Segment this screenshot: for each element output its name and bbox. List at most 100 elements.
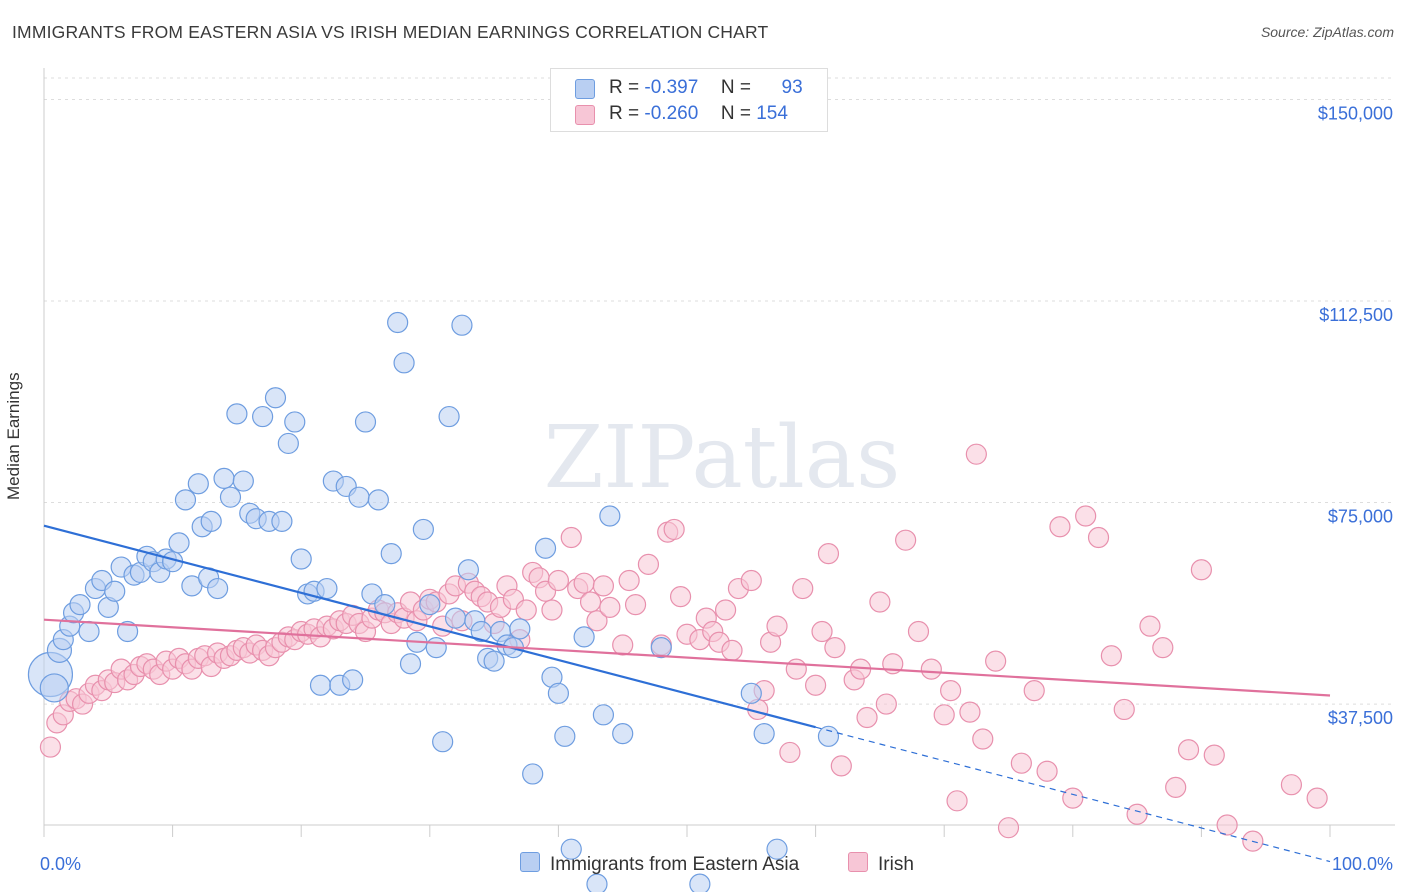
irish-point bbox=[586, 610, 608, 632]
irish-point bbox=[940, 680, 962, 702]
eastern-asia-point bbox=[309, 674, 332, 696]
eastern-asia-point bbox=[817, 725, 840, 747]
eastern-asia-point bbox=[78, 620, 100, 643]
eastern-asia-point bbox=[264, 387, 287, 409]
blue-swatch-icon bbox=[520, 852, 540, 872]
n-label: N = bbox=[720, 103, 751, 124]
eastern-asia-point bbox=[412, 518, 434, 541]
irish-point bbox=[599, 596, 621, 618]
irish-point bbox=[1190, 559, 1213, 581]
eastern-asia-point bbox=[451, 314, 473, 336]
irish-point bbox=[663, 518, 685, 541]
irish-point bbox=[1177, 739, 1200, 761]
irish-point bbox=[1152, 637, 1174, 659]
eastern-asia-point bbox=[207, 577, 229, 600]
irish-point bbox=[1087, 526, 1110, 549]
eastern-asia-point bbox=[444, 607, 467, 629]
irish-point bbox=[1306, 787, 1328, 809]
irish-point bbox=[779, 741, 801, 764]
y-tick-label: $150,000 bbox=[1318, 103, 1393, 123]
eastern-asia-point bbox=[39, 673, 69, 703]
eastern-asia-point bbox=[457, 559, 479, 581]
irish-point bbox=[637, 553, 660, 575]
eastern-asia-point bbox=[174, 489, 197, 511]
eastern-asia-point bbox=[599, 505, 621, 527]
eastern-asia-point bbox=[374, 594, 396, 616]
series-legend-label: Immigrants from Eastern Asia bbox=[550, 854, 800, 875]
r-label: R = bbox=[609, 103, 640, 124]
n-value: 93 bbox=[781, 77, 803, 98]
irish-point bbox=[1113, 698, 1135, 721]
eastern-asia-point bbox=[483, 650, 505, 672]
eastern-asia-point bbox=[432, 731, 454, 753]
y-tick-label: $112,500 bbox=[1319, 305, 1393, 325]
eastern-asia-point bbox=[393, 352, 415, 374]
irish-point bbox=[1062, 787, 1084, 809]
irish-point bbox=[959, 701, 981, 723]
eastern-asia-point bbox=[380, 543, 402, 565]
irish-point bbox=[1216, 814, 1238, 836]
eastern-asia-point bbox=[367, 489, 389, 511]
irish-trend-line bbox=[43, 618, 1331, 697]
eastern-asia-point bbox=[387, 311, 409, 334]
eastern-asia-point bbox=[200, 510, 222, 532]
eastern-asia-point bbox=[116, 620, 139, 643]
eastern-asia-point bbox=[509, 618, 531, 640]
irish-point bbox=[985, 650, 1007, 672]
stats-legend: R = -0.397 N = 93 R = -0.260 N = 154 bbox=[550, 68, 828, 132]
blue-swatch-icon bbox=[575, 79, 595, 99]
irish-point bbox=[1036, 760, 1058, 782]
irish-point bbox=[39, 736, 62, 758]
eastern-asia-point bbox=[419, 594, 441, 616]
irish-point bbox=[856, 706, 878, 729]
chart-source: Source: ZipAtlas.com bbox=[1260, 24, 1394, 40]
irish-point bbox=[612, 634, 634, 656]
irish-point bbox=[804, 674, 827, 696]
series-legend-item-eastern-asia[interactable]: Immigrants from Eastern Asia bbox=[520, 852, 799, 876]
eastern-asia-point bbox=[104, 580, 126, 602]
eastern-asia-point bbox=[316, 577, 338, 600]
irish-point bbox=[895, 529, 917, 551]
irish-point bbox=[1280, 774, 1303, 796]
x-tick-label: 0.0% bbox=[40, 854, 81, 874]
irish-point bbox=[721, 639, 743, 661]
eastern-asia-trend-extension bbox=[815, 726, 1331, 863]
eastern-asia-point bbox=[168, 532, 190, 554]
irish-point bbox=[1075, 505, 1097, 527]
irish-point bbox=[875, 693, 897, 715]
eastern-asia-point bbox=[354, 411, 377, 433]
n-label: N = bbox=[720, 77, 751, 98]
series-legend-item-irish[interactable]: Irish bbox=[848, 852, 914, 876]
irish-point bbox=[933, 704, 955, 726]
eastern-asia-point bbox=[612, 723, 634, 745]
irish-point bbox=[1139, 615, 1161, 637]
irish-point bbox=[547, 569, 570, 592]
eastern-asia-point bbox=[547, 682, 570, 704]
irish-point bbox=[1010, 752, 1032, 774]
irish-point bbox=[1023, 680, 1045, 702]
eastern-asia-point bbox=[753, 723, 775, 745]
eastern-asia-point bbox=[554, 725, 576, 747]
irish-point bbox=[920, 658, 942, 680]
series-legend-label: Irish bbox=[878, 854, 914, 875]
eastern-asia-point bbox=[560, 838, 582, 860]
pink-swatch-icon bbox=[575, 105, 595, 125]
eastern-asia-point bbox=[766, 838, 788, 860]
irish-point bbox=[579, 591, 602, 613]
irish-point bbox=[869, 591, 891, 613]
eastern-asia-point bbox=[226, 403, 248, 425]
eastern-asia-point bbox=[69, 594, 91, 616]
eastern-asia-point bbox=[399, 653, 422, 675]
chart-title: IMMIGRANTS FROM EASTERN ASIA VS IRISH ME… bbox=[12, 22, 769, 42]
eastern-asia-point bbox=[252, 405, 274, 428]
irish-point bbox=[714, 599, 737, 621]
eastern-asia-point bbox=[592, 704, 615, 726]
eastern-asia-point bbox=[573, 626, 595, 648]
eastern-asia-point bbox=[271, 510, 293, 532]
irish-point bbox=[946, 790, 968, 812]
irish-point bbox=[811, 620, 833, 643]
eastern-asia-point bbox=[650, 637, 672, 659]
irish-point bbox=[669, 586, 692, 608]
irish-point bbox=[1126, 803, 1148, 825]
